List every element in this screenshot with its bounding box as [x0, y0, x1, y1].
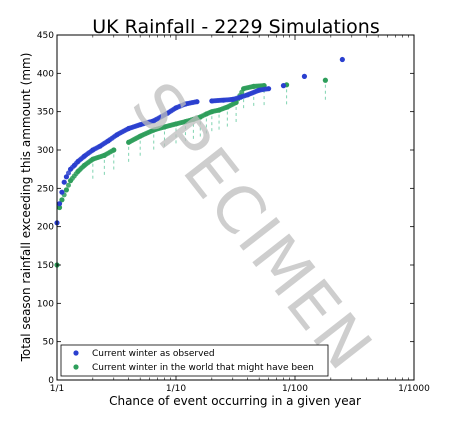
counterfactual-point — [137, 133, 143, 139]
observed-point — [81, 153, 88, 159]
observed-point — [61, 179, 67, 185]
plot-area — [54, 56, 345, 268]
y-tick-label: 300 — [37, 146, 54, 156]
observed-point — [126, 125, 132, 132]
observed-point — [182, 101, 189, 107]
counterfactual-point — [322, 77, 328, 83]
counterfactual-point — [111, 147, 117, 153]
counterfactual-point — [101, 152, 107, 158]
counterfactual-point — [241, 86, 247, 92]
counterfactual-point — [209, 109, 215, 115]
counterfactual-point — [216, 107, 222, 113]
y-tick-label: 0 — [48, 376, 54, 386]
y-axis-label: Total season rainfall exceeding this amm… — [19, 53, 33, 363]
observed-point — [63, 174, 70, 180]
y-tick-label: 200 — [37, 223, 54, 233]
observed-point — [238, 94, 244, 100]
counterfactual-point — [173, 121, 179, 127]
counterfactual-spread — [92, 84, 326, 179]
observed-point — [114, 132, 120, 138]
observed-point — [245, 92, 251, 98]
observed-point — [105, 138, 111, 144]
observed-point — [165, 110, 171, 116]
counterfactual-point — [63, 187, 70, 193]
x-tick-label: 1/1000 — [398, 384, 430, 394]
x-tick-label: 1/100 — [282, 384, 308, 394]
x-tick-label: 1/10 — [166, 384, 186, 394]
observed-point — [194, 99, 200, 105]
counterfactual-point — [81, 162, 88, 168]
y-tick-label: 450 — [37, 31, 54, 41]
observed-point — [266, 86, 272, 92]
x-axis-label: Chance of event occurring in a given yea… — [109, 394, 361, 408]
observed-point — [280, 83, 287, 89]
legend-label-observed: Current winter as observed — [92, 349, 215, 359]
counterfactual-point — [182, 119, 189, 125]
counterfactual-point — [203, 111, 209, 117]
observed-point — [90, 147, 96, 153]
observed-point — [151, 118, 157, 124]
y-tick-label: 350 — [37, 108, 54, 118]
observed-point — [75, 158, 81, 165]
observed-point — [209, 98, 215, 104]
observed-point — [301, 73, 308, 79]
legend: Current winter as observed Current winte… — [60, 344, 329, 377]
chart-title: UK Rainfall - 2229 Simulations — [92, 16, 379, 38]
x-tick-label: 1/1 — [50, 384, 64, 394]
observed-point — [220, 97, 226, 103]
observed-point — [97, 143, 103, 149]
plot-frame — [56, 34, 415, 381]
observed-point — [71, 162, 77, 168]
counterfactual-point — [59, 197, 65, 203]
y-tick-label: 100 — [37, 299, 54, 309]
legend-box — [60, 344, 329, 377]
observed-point — [230, 96, 236, 102]
counterfactual-point — [190, 116, 196, 122]
legend-label-counterfactual: Current winter in the world that might h… — [92, 363, 314, 373]
counterfactual-point — [90, 156, 96, 162]
axis-ticks: 0 50 100 150 200 250 300 350 400 450 1/1 1/10 1/100 1… — [37, 31, 430, 394]
y-tick-label: 250 — [37, 184, 54, 194]
counterfactual-point — [56, 204, 63, 211]
y-tick-label: 50 — [43, 338, 55, 348]
observed-point — [137, 122, 143, 128]
counterfactual-point — [75, 168, 81, 175]
observed-series — [54, 56, 345, 226]
observed-point — [256, 87, 262, 93]
counterfactual-point — [251, 83, 257, 89]
observed-fill-point — [65, 170, 71, 176]
y-tick-label: 400 — [37, 69, 54, 79]
counterfactual-point — [67, 178, 74, 184]
legend-marker-counterfactual — [73, 364, 79, 370]
counterfactual-point — [126, 139, 132, 145]
specimen-watermark: SPECIMEN — [117, 69, 386, 385]
counterfactual-point — [161, 124, 168, 130]
y-tick-label: 150 — [37, 261, 54, 271]
counterfactual-point — [224, 104, 230, 110]
observed-point — [56, 201, 63, 207]
observed-point — [67, 166, 74, 172]
legend-marker-observed — [73, 350, 79, 356]
counterfactual-point — [197, 114, 203, 120]
observed-point — [173, 105, 179, 111]
observed-point — [339, 56, 345, 63]
counterfactual-fill-point — [65, 182, 71, 188]
observed-point — [59, 189, 65, 195]
counterfactual-point — [151, 127, 157, 133]
